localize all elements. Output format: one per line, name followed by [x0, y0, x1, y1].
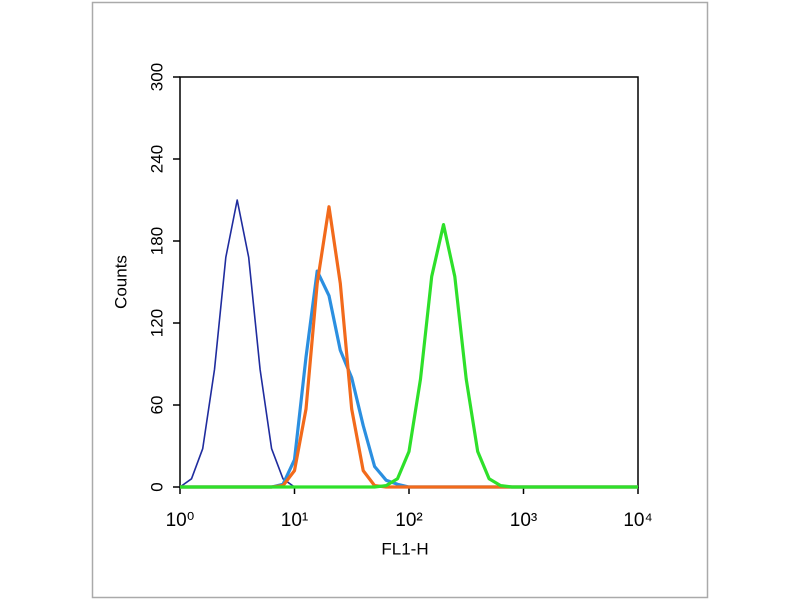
x-tick-label: 10⁴ [623, 510, 652, 531]
frame [91, 1, 709, 599]
y-axis-label: Counts [111, 255, 130, 309]
y-tick-label: 0 [147, 482, 166, 491]
y-tick-label: 60 [147, 396, 166, 415]
y-tick-label: 180 [147, 227, 166, 255]
y-tick-label: 300 [147, 63, 166, 91]
x-axis-label: FL1-H [381, 539, 428, 558]
y-tick-label: 240 [147, 145, 166, 173]
x-tick-label: 10³ [510, 510, 537, 531]
x-tick-label: 10⁰ [166, 510, 195, 531]
y-tick-label: 120 [147, 309, 166, 337]
x-tick-label: 10² [395, 510, 422, 531]
histogram-line [180, 223, 638, 489]
x-tick-label: 10¹ [281, 510, 308, 531]
